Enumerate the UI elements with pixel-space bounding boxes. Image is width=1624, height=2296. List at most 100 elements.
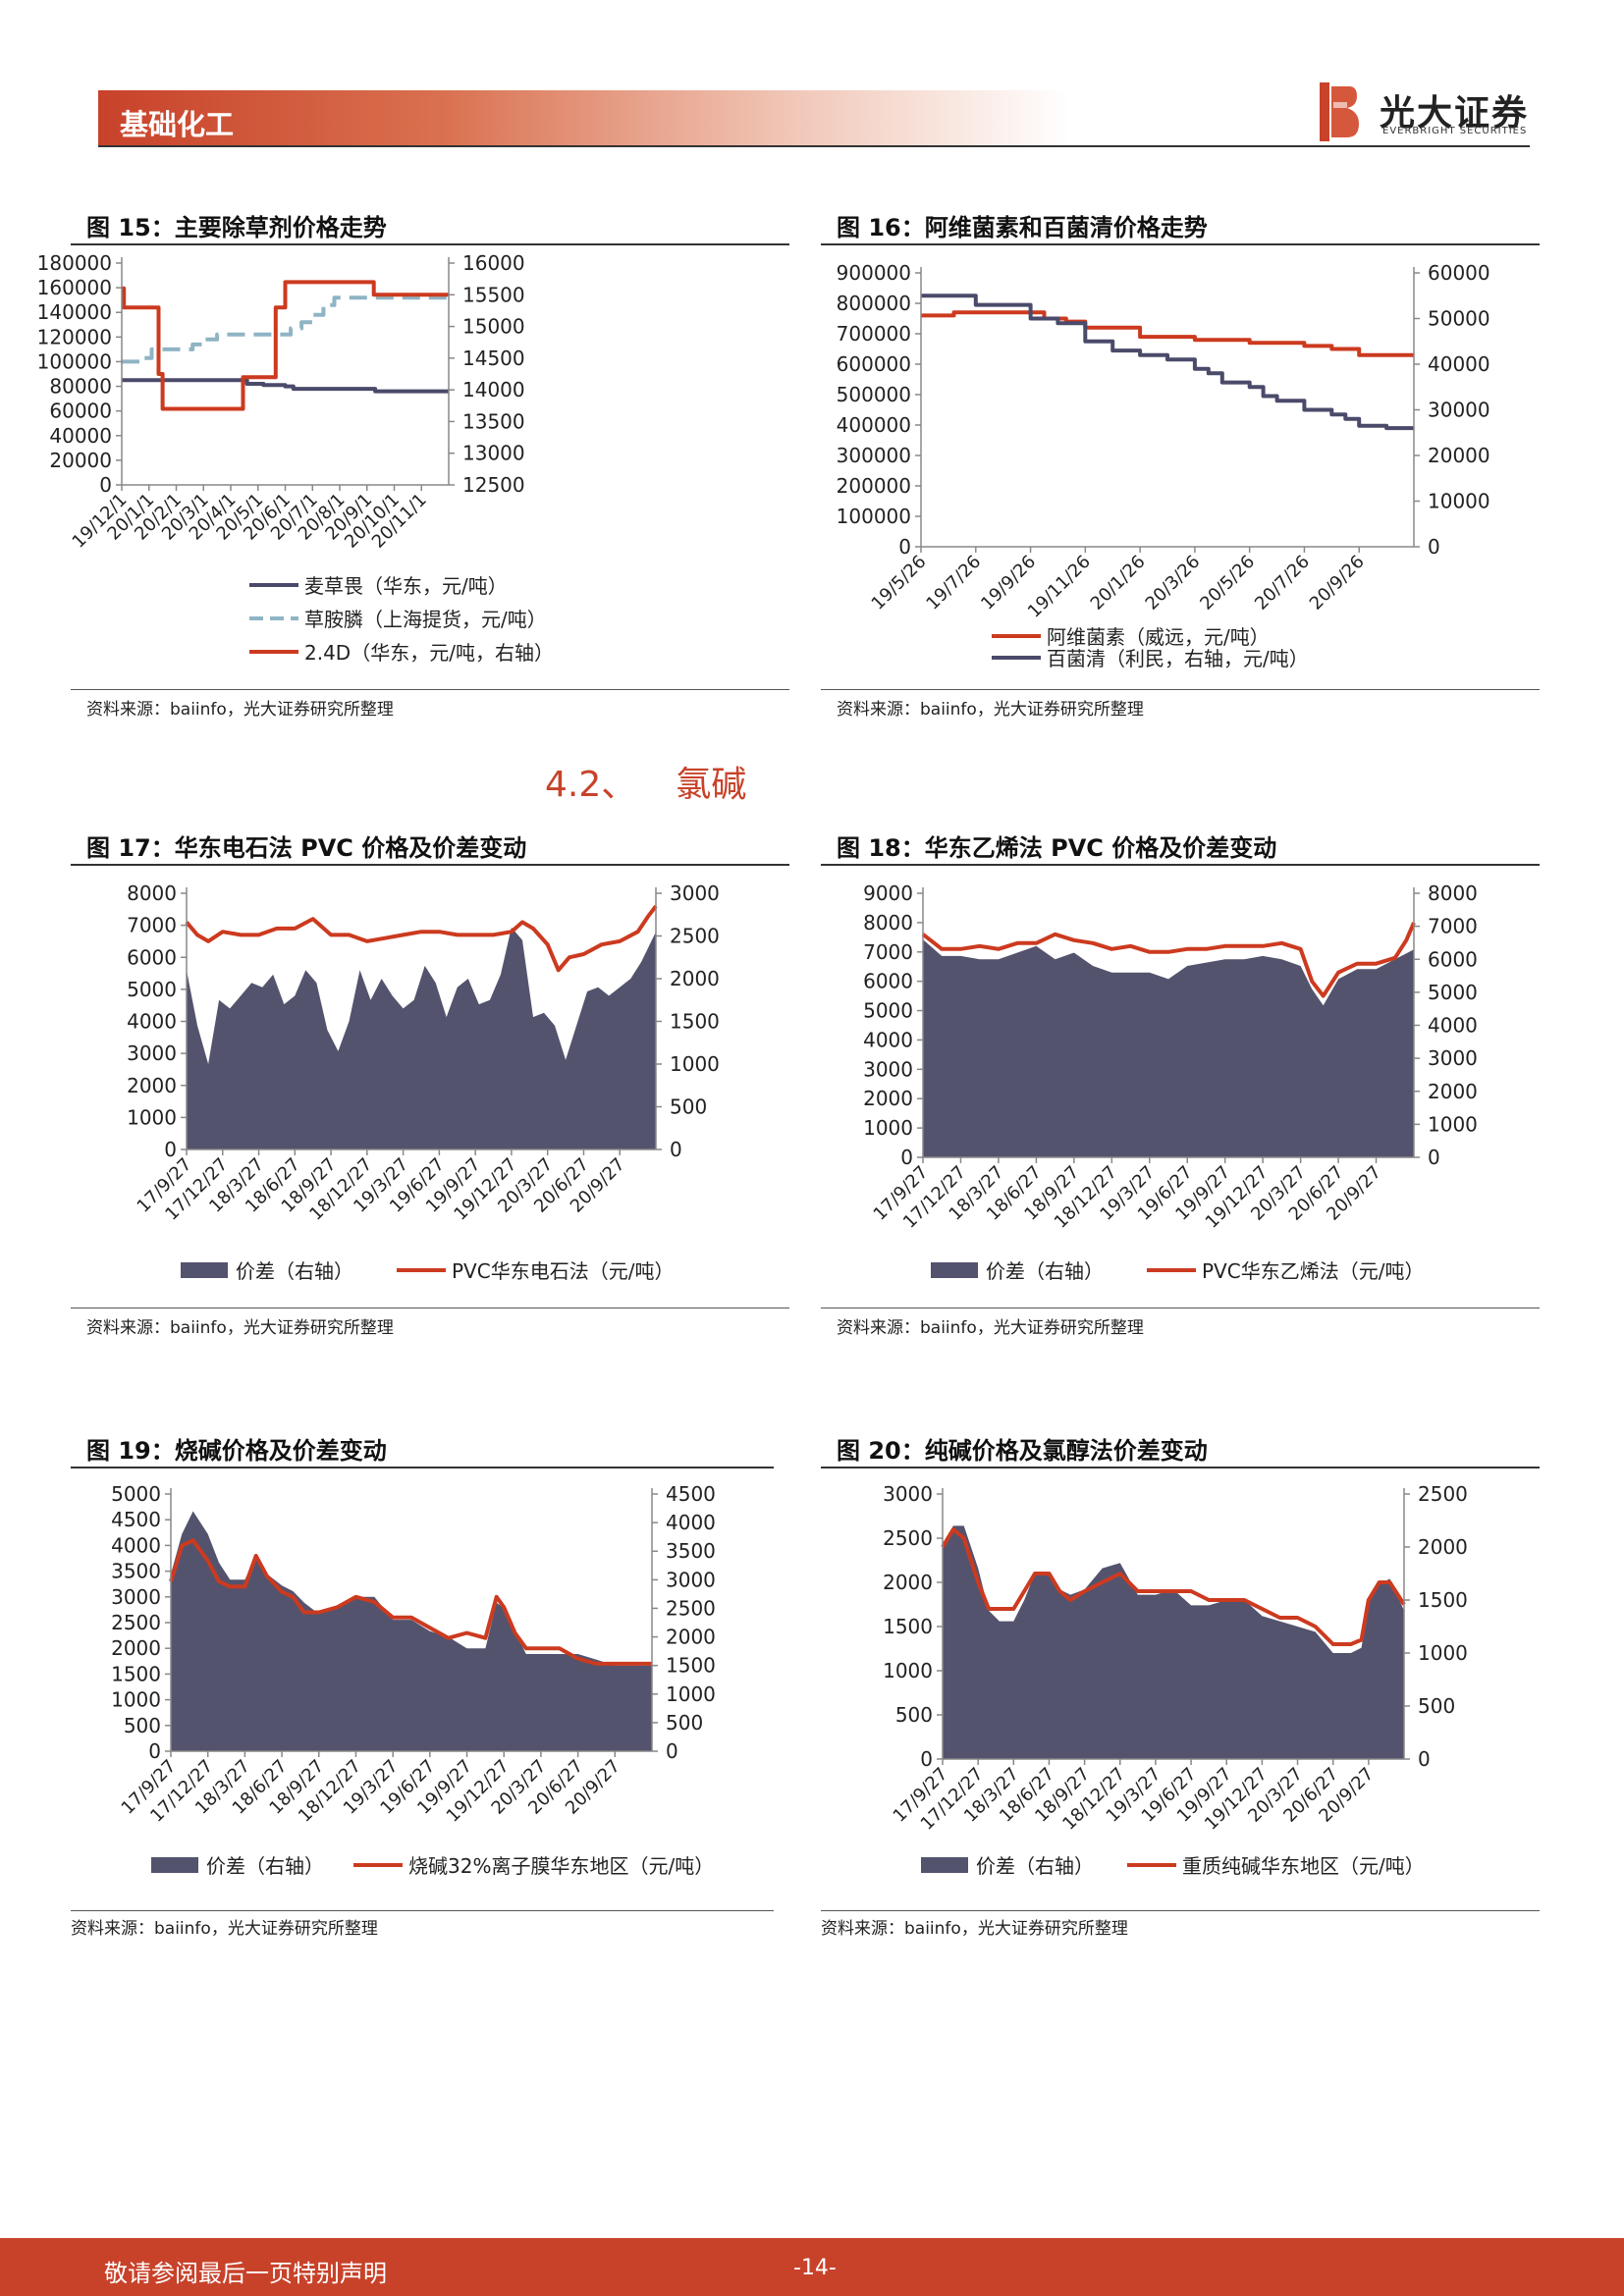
right-tick-label: 4500 xyxy=(666,1482,716,1506)
legend-label: 价差（右轴） xyxy=(206,1854,324,1878)
footer-band xyxy=(0,2238,1624,2296)
right-tick-label: 30000 xyxy=(1428,399,1490,422)
right-tick-label: 60000 xyxy=(1428,261,1490,285)
figure-rule xyxy=(71,689,789,690)
right-tick-label: 0 xyxy=(670,1138,682,1161)
source-note: 资料来源：baiinfo，光大证券研究所整理 xyxy=(71,1919,378,1939)
figure-rule xyxy=(71,1467,774,1468)
left-tick-label: 6000 xyxy=(863,970,913,993)
x-tick-label: 20/9/26 xyxy=(1306,552,1369,614)
source-note: 资料来源：baiinfo，光大证券研究所整理 xyxy=(86,700,394,720)
section-heading: 4.2、 氯碱 xyxy=(545,756,746,807)
right-tick-label: 3000 xyxy=(670,881,720,905)
left-tick-label: 60000 xyxy=(49,400,112,423)
right-tick-label: 1000 xyxy=(1418,1641,1468,1665)
left-tick-label: 500 xyxy=(124,1714,161,1737)
chart-figure-20: 0 500 1000 1500 2000 2500 3000 0 500 1000 1500 2000… xyxy=(883,1482,1468,1878)
right-tick-label: 1500 xyxy=(670,1010,720,1034)
left-tick-label: 3000 xyxy=(863,1057,913,1081)
right-tick-label: 6000 xyxy=(1428,947,1478,971)
left-tick-label: 7000 xyxy=(863,940,913,964)
right-tick-label: 2500 xyxy=(1418,1482,1468,1506)
right-tick-label: 16000 xyxy=(462,251,525,275)
left-tick-label: 2000 xyxy=(863,1087,913,1110)
series-line xyxy=(185,904,658,973)
chart-figure-19: 0500100015002000250030003500400045005000… xyxy=(111,1482,716,1878)
left-tick-label: 200000 xyxy=(837,474,911,498)
right-tick-label: 7000 xyxy=(1428,915,1478,938)
right-tick-label: 20000 xyxy=(1428,444,1490,467)
legend-label: 价差（右轴） xyxy=(236,1259,353,1283)
left-tick-label: 8000 xyxy=(863,911,913,934)
logo-icon xyxy=(1320,82,1359,141)
section-title: 氯碱 xyxy=(676,765,747,805)
figure-title: 图 16：阿维菌素和百菌清价格走势 xyxy=(837,214,1208,241)
legend-swatch xyxy=(921,1857,968,1873)
figure-rule xyxy=(821,243,1540,245)
source-note: 资料来源：baiinfo，光大证券研究所整理 xyxy=(837,700,1144,720)
left-tick-label: 20000 xyxy=(49,449,112,472)
legend-label: 2.4D（华东，元/吨，右轴） xyxy=(304,641,554,665)
right-tick-label: 2000 xyxy=(670,967,720,990)
left-tick-label: 2000 xyxy=(127,1074,177,1097)
right-tick-label: 3500 xyxy=(666,1539,716,1563)
legend-label: 麦草畏（华东，元/吨） xyxy=(304,574,508,598)
left-tick-label: 0 xyxy=(900,1146,913,1169)
right-tick-label: 2500 xyxy=(670,925,720,948)
legend-swatch xyxy=(181,1262,228,1278)
figure-rule xyxy=(821,689,1540,690)
left-tick-label: 8000 xyxy=(127,881,177,905)
right-tick-label: 1000 xyxy=(670,1052,720,1076)
section-number: 4.2、 xyxy=(545,765,637,805)
series-line xyxy=(941,1527,1406,1646)
left-tick-label: 1000 xyxy=(883,1659,933,1682)
right-tick-label: 1000 xyxy=(666,1682,716,1706)
right-tick-label: 0 xyxy=(1428,1146,1440,1169)
x-tick-label: 19/7/26 xyxy=(922,552,985,614)
right-tick-label: 3000 xyxy=(1428,1046,1478,1070)
logo-subtext: EVERBRIGHT SECURITIES xyxy=(1382,126,1528,136)
right-tick-label: 1000 xyxy=(1428,1112,1478,1136)
right-tick-label: 14000 xyxy=(462,378,525,401)
series-area xyxy=(187,927,656,1149)
right-tick-label: 2000 xyxy=(666,1626,716,1649)
left-tick-label: 700000 xyxy=(837,322,911,346)
left-tick-label: 5000 xyxy=(127,978,177,1001)
left-tick-label: 180000 xyxy=(37,251,112,275)
figure-rule xyxy=(71,864,789,866)
legend-label: 价差（右轴） xyxy=(986,1259,1104,1283)
right-tick-label: 15500 xyxy=(462,283,525,306)
left-tick-label: 2000 xyxy=(111,1636,161,1660)
left-tick-label: 0 xyxy=(99,473,112,497)
left-tick-label: 2000 xyxy=(883,1571,933,1594)
figure-rule xyxy=(71,1910,774,1911)
logo-text: 光大证券 xyxy=(1380,93,1530,133)
right-tick-label: 4000 xyxy=(1428,1014,1478,1038)
x-tick-label: 20/3/26 xyxy=(1142,552,1205,614)
left-tick-label: 40000 xyxy=(49,424,112,448)
left-tick-label: 4000 xyxy=(111,1533,161,1557)
right-tick-label: 2000 xyxy=(1418,1535,1468,1559)
left-tick-label: 100000 xyxy=(37,349,112,373)
x-tick-label: 20/1/26 xyxy=(1087,552,1150,614)
left-tick-label: 120000 xyxy=(37,325,112,348)
left-tick-label: 140000 xyxy=(37,300,112,324)
left-tick-label: 3000 xyxy=(111,1585,161,1609)
right-tick-label: 13500 xyxy=(462,409,525,433)
left-tick-label: 2500 xyxy=(883,1526,933,1550)
chart-figure-17: 0 1000 2000 3000 4000 5000 6000 7000 8000 0 500 100… xyxy=(127,881,720,1283)
left-tick-label: 1500 xyxy=(883,1615,933,1638)
left-tick-label: 500000 xyxy=(837,383,911,406)
legend-label: PVC华东电石法（元/吨） xyxy=(452,1259,674,1283)
right-tick-label: 1500 xyxy=(666,1654,716,1678)
right-tick-label: 13000 xyxy=(462,442,525,465)
series-line xyxy=(921,310,1414,357)
chart-figure-15: 0200004000060000800001000001200001400001… xyxy=(37,251,554,665)
figure-title: 图 15：主要除草剂价格走势 xyxy=(86,214,387,241)
legend-label: 草胺膦（上海提货，元/吨） xyxy=(304,608,547,631)
figure-title: 图 20：纯碱价格及氯醇法价差变动 xyxy=(837,1437,1208,1465)
figure-title: 图 18：华东乙烯法 PVC 价格及价差变动 xyxy=(837,834,1277,862)
page-number: -14- xyxy=(793,2256,837,2280)
series-area xyxy=(923,939,1414,1157)
right-tick-label: 8000 xyxy=(1428,881,1478,905)
